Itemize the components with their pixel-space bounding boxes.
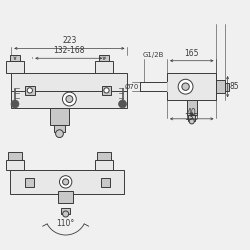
Bar bbox=[10, 170, 124, 194]
Bar bbox=[225, 82, 230, 91]
Bar bbox=[99, 54, 109, 61]
Circle shape bbox=[62, 179, 69, 185]
Bar bbox=[6, 160, 24, 170]
Bar bbox=[188, 115, 196, 121]
Bar bbox=[6, 61, 24, 73]
Bar bbox=[25, 178, 34, 187]
Circle shape bbox=[56, 130, 64, 138]
Text: 135: 135 bbox=[184, 113, 199, 122]
Bar bbox=[216, 80, 225, 94]
Circle shape bbox=[182, 83, 189, 90]
Text: 85: 85 bbox=[230, 82, 239, 91]
Bar bbox=[101, 178, 110, 187]
Text: 165: 165 bbox=[184, 49, 199, 58]
Bar bbox=[11, 73, 128, 92]
Bar bbox=[54, 125, 65, 132]
Text: 40: 40 bbox=[187, 108, 196, 117]
Text: G1/2B: G1/2B bbox=[142, 52, 164, 58]
Bar bbox=[167, 73, 216, 100]
Bar bbox=[187, 100, 197, 115]
Circle shape bbox=[104, 88, 109, 93]
Bar bbox=[50, 108, 69, 125]
Circle shape bbox=[178, 79, 193, 94]
Circle shape bbox=[63, 211, 69, 217]
Bar bbox=[25, 86, 34, 95]
Text: 132-168: 132-168 bbox=[53, 46, 84, 55]
Bar bbox=[95, 61, 113, 73]
Text: Ø70: Ø70 bbox=[124, 84, 138, 90]
Text: 110°: 110° bbox=[56, 218, 75, 228]
Circle shape bbox=[27, 88, 32, 93]
Circle shape bbox=[66, 96, 73, 102]
Circle shape bbox=[62, 92, 76, 106]
Bar bbox=[8, 152, 22, 160]
Bar bbox=[95, 160, 113, 170]
Text: 223: 223 bbox=[62, 36, 76, 46]
Bar bbox=[58, 190, 73, 203]
Bar bbox=[61, 208, 70, 214]
Bar bbox=[10, 54, 20, 61]
Circle shape bbox=[189, 119, 194, 124]
Circle shape bbox=[60, 176, 72, 188]
Bar bbox=[102, 86, 111, 95]
Bar bbox=[96, 152, 112, 160]
Bar bbox=[11, 91, 128, 108]
Circle shape bbox=[118, 100, 126, 108]
Circle shape bbox=[11, 100, 19, 108]
